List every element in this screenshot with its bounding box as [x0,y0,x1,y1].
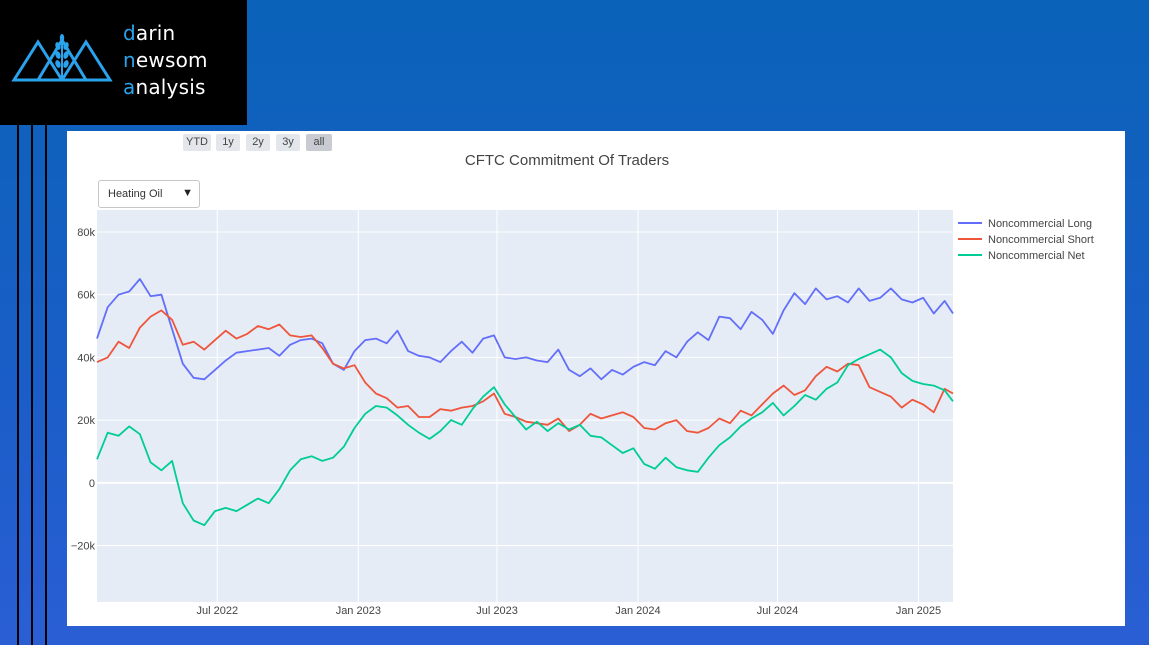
caret-down-icon: ▼ [182,187,193,199]
range-button-1y[interactable]: 1y [216,134,240,151]
range-button-all[interactable]: all [306,134,332,151]
x-tick-label: Jan 2023 [336,605,381,617]
decor-line [17,125,19,645]
y-tick-label: 60k [77,290,95,302]
logo: darin newsom analysis [0,0,247,125]
x-tick-label: Jul 2024 [757,605,799,617]
range-button-2y[interactable]: 2y [246,134,270,151]
legend-label: Noncommercial Long [988,218,1092,230]
x-tick-label: Jan 2024 [615,605,660,617]
y-tick-label: 40k [77,352,95,364]
x-tick-label: Jul 2022 [197,605,239,617]
series-line-2 [96,348,954,527]
logo-wordmark: darin newsom analysis [123,21,208,99]
legend-label: Noncommercial Short [988,234,1094,246]
commodity-dropdown[interactable]: Heating Oil ▼ [98,180,200,208]
legend-label: Noncommercial Net [988,250,1085,262]
y-tick-label: −20k [71,541,96,553]
decor-line [45,125,47,645]
range-button-3y[interactable]: 3y [276,134,300,151]
wheat-mountain-logo-icon [11,34,113,82]
series-line-0 [96,278,954,381]
y-tick-label: 80k [77,227,95,239]
plot-area [97,210,953,602]
x-tick-label: Jan 2025 [896,605,941,617]
series-line-1 [96,309,954,434]
decor-line [31,125,33,645]
y-tick-label: 20k [77,415,95,427]
y-tick-label: 0 [89,478,95,490]
chart-title: CFTC Commitment Of Traders [464,152,670,169]
x-tick-label: Jul 2023 [476,605,518,617]
range-button-ytd[interactable]: YTD [183,134,211,151]
dropdown-value: Heating Oil [108,188,163,200]
